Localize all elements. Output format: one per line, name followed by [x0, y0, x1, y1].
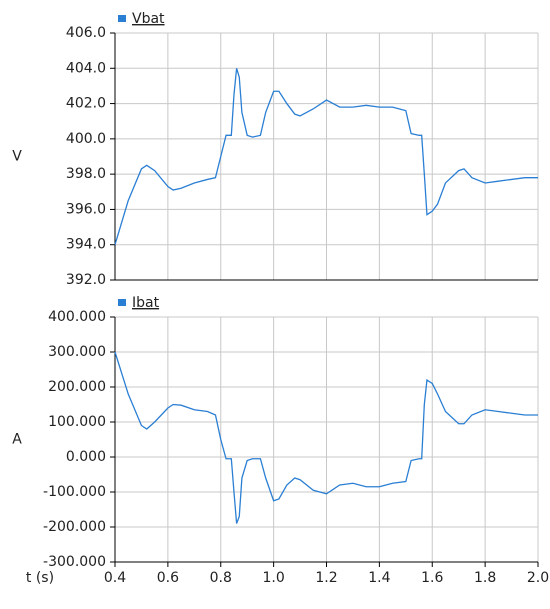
- x-tick-label: 1.0: [262, 570, 284, 586]
- y-tick-label: 0.000: [66, 449, 106, 465]
- y-axis-label: A: [12, 432, 22, 448]
- x-tick-label: 1.2: [315, 570, 337, 586]
- y-axis-label: V: [12, 149, 22, 165]
- y-tick-label: 392.0: [66, 272, 106, 288]
- x-tick-label: 0.4: [104, 570, 126, 586]
- legend-label: Vbat: [132, 11, 165, 27]
- x-tick-label: 0.8: [210, 570, 232, 586]
- y-tick-label: 398.0: [66, 166, 106, 182]
- y-tick-label: 404.0: [66, 60, 106, 76]
- y-tick-label: 402.0: [66, 96, 106, 112]
- legend-swatch: [118, 15, 126, 22]
- y-tick-label: -300.000: [43, 554, 106, 570]
- y-tick-label: -100.000: [43, 484, 106, 500]
- data-line: [114, 351, 538, 524]
- legend-swatch: [118, 299, 126, 306]
- legend-label: Ibat: [132, 295, 160, 311]
- data-line: [114, 68, 538, 245]
- y-tick-label: 394.0: [66, 237, 106, 253]
- y-tick-label: 396.0: [66, 201, 106, 217]
- y-tick-label: 400.000: [48, 309, 106, 325]
- y-tick-label: 100.000: [48, 414, 106, 430]
- y-tick-label: 406.0: [66, 25, 106, 41]
- x-tick-label: 0.6: [157, 570, 179, 586]
- y-tick-label: 400.0: [66, 131, 106, 147]
- y-tick-label: 300.000: [48, 344, 106, 360]
- y-tick-label: -200.000: [43, 519, 106, 535]
- x-tick-label: 1.6: [421, 570, 443, 586]
- x-tick-label: 1.4: [368, 570, 390, 586]
- x-axis-label: t (s): [26, 570, 54, 586]
- x-tick-label: 1.8: [474, 570, 496, 586]
- y-tick-label: 200.000: [48, 379, 106, 395]
- x-tick-label: 2.0: [527, 570, 549, 586]
